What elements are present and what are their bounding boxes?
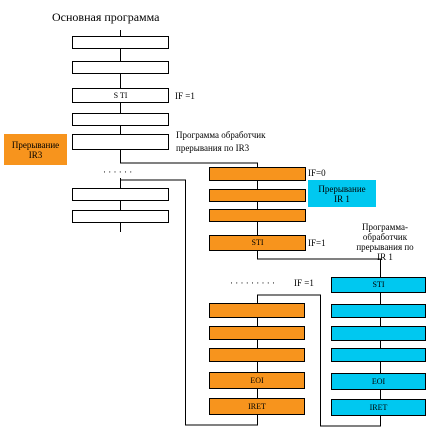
irq1-iret-box: IRET bbox=[331, 399, 426, 416]
irq3-tag-line1: Прерывание bbox=[11, 139, 60, 150]
irq3-if0-label: IF=0 bbox=[308, 168, 326, 178]
main-step-box bbox=[72, 36, 169, 49]
main-to-ir3-arrow bbox=[120, 160, 258, 167]
irq3-step-box bbox=[209, 189, 306, 202]
irq3-handler-caption-line1: Программа обработчик bbox=[176, 130, 266, 140]
irq1-handler-caption-line2: обработчик bbox=[362, 232, 408, 242]
irq3-sti-label: STI bbox=[251, 238, 264, 247]
irq3-step-box bbox=[209, 167, 306, 181]
irq1-tag-line1: Прерывание bbox=[318, 183, 366, 194]
main-interrupted-box bbox=[72, 134, 169, 150]
irq1-tag-line2: IR 1 bbox=[334, 193, 350, 204]
irq3-iret-box: IRET bbox=[209, 398, 305, 415]
main-step-box bbox=[72, 113, 169, 126]
irq3-step-box bbox=[209, 326, 305, 340]
irq3-eoi-label: EOI bbox=[250, 375, 264, 385]
ir3-to-ir1-arrow bbox=[257, 252, 381, 276]
irq1-handler-caption-line4: IR 1 bbox=[377, 252, 393, 262]
irq1-if1-label: IF =1 bbox=[294, 278, 314, 288]
irq1-sti-box: STI bbox=[331, 277, 426, 293]
irq3-dots: · · · · · · · · · bbox=[230, 278, 275, 288]
irq3-tag-line2: IR3 bbox=[28, 149, 43, 160]
irq3-step-box bbox=[209, 209, 306, 222]
irq1-sti-label: STI bbox=[372, 280, 385, 289]
irq3-eoi-box: EOI bbox=[209, 372, 305, 389]
irq3-sti-box: STI bbox=[209, 235, 306, 251]
ir1-return-line bbox=[257, 294, 381, 427]
irq3-step-box bbox=[209, 348, 305, 362]
irq1-step-box bbox=[331, 326, 426, 341]
irq3-if1-label: IF=1 bbox=[308, 238, 326, 248]
main-step-box bbox=[72, 210, 169, 223]
irq1-iret-label: IRET bbox=[369, 402, 388, 412]
irq1-step-box bbox=[331, 304, 426, 318]
main-dots: · · · · · · bbox=[103, 167, 133, 177]
irq1-handler-caption: Программа- обработчик прерывания по IR 1 bbox=[344, 222, 426, 262]
main-step-box bbox=[72, 61, 169, 74]
main-program-title: Основная программа bbox=[52, 10, 160, 24]
irq1-handler-caption-line1: Программа- bbox=[361, 222, 408, 232]
irq1-eoi-label: EOI bbox=[371, 376, 386, 386]
irq1-step-box bbox=[331, 348, 426, 362]
ir3-return-line bbox=[120, 179, 258, 426]
irq1-handler-caption-line3: прерывания по bbox=[356, 242, 414, 252]
irq1-eoi-box: EOI bbox=[331, 373, 426, 390]
irq3-step-box bbox=[209, 303, 305, 318]
main-sti-label: S TI bbox=[113, 90, 128, 100]
main-step-box bbox=[72, 188, 169, 201]
main-if-label: IF =1 bbox=[175, 91, 195, 101]
irq3-handler-caption-line2: прерывания по IR3 bbox=[176, 143, 250, 153]
irq1-tag: Прерывание IR 1 bbox=[308, 180, 376, 207]
main-sti-box: S TI bbox=[72, 88, 169, 103]
irq3-tag: Прерывание IR3 bbox=[4, 134, 67, 165]
irq3-iret-label: IRET bbox=[248, 401, 266, 411]
